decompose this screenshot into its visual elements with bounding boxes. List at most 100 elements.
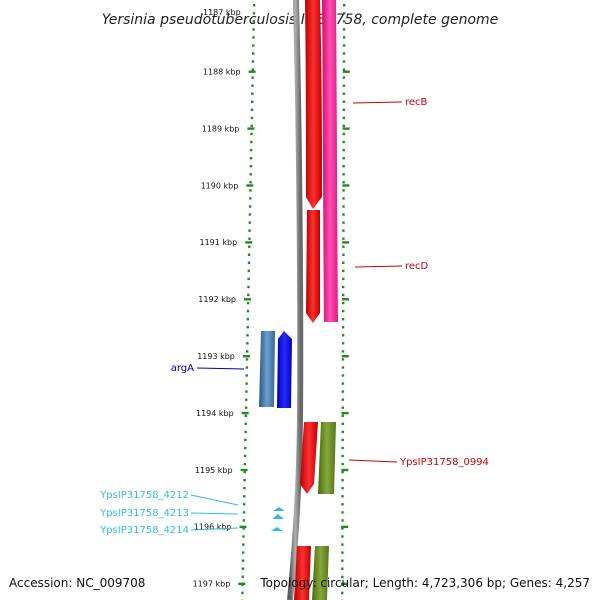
ruler-dot: [252, 28, 255, 31]
ruler-dot: [342, 269, 345, 273]
ruler-dot: [252, 36, 255, 39]
ruler-dot: [341, 575, 344, 578]
ruler-dot: [244, 414, 248, 417]
0994-leader-line: [348, 459, 398, 463]
ruler-dot: [245, 366, 249, 369]
ruler-dot: [247, 285, 250, 289]
ruler-tick-label: 1193 kbp: [197, 352, 235, 361]
ruler-dot: [248, 205, 252, 208]
gene-label-4213[interactable]: YpsIP31758_4213: [99, 508, 189, 519]
ruler-dot: [342, 148, 345, 152]
ruler-dot: [249, 189, 252, 192]
gene-label-recd[interactable]: recD: [405, 261, 429, 272]
ruler-dot: [248, 221, 251, 224]
ruler-dotted-tracks: [241, 4, 346, 600]
ruler-major-tick-left: [248, 70, 256, 73]
ruler-dot: [246, 326, 249, 329]
ruler-tick-label: 1197 kbp: [193, 580, 231, 589]
ruler-dot: [341, 438, 344, 442]
ruler-dot: [248, 213, 252, 216]
gene-label-0994[interactable]: YpsIP31758_0994: [399, 457, 489, 468]
ruler-major-tick-left: [241, 411, 249, 415]
ruler-dot: [243, 487, 246, 490]
ruler-dot: [250, 116, 254, 120]
ruler-dot: [251, 100, 254, 103]
ruler-dot: [342, 60, 346, 63]
gene-label-4214[interactable]: YpsIP31758_4214: [99, 525, 189, 536]
ruler-dot: [342, 157, 345, 160]
ruler-dot: [249, 165, 253, 168]
ruler-dot: [341, 487, 344, 490]
ruler-dot: [244, 438, 247, 442]
ruler-dot: [244, 430, 247, 434]
ruler-dot: [245, 374, 248, 377]
ruler-major-tick-right: [342, 70, 350, 73]
ruler-dot: [341, 551, 344, 554]
ruler-dot: [247, 277, 250, 281]
ruler-dot: [341, 479, 344, 482]
ruler-dot: [341, 591, 344, 595]
ruler-dot: [242, 535, 245, 538]
ruler-dot: [244, 446, 247, 450]
ruler-major-tick-right: [341, 411, 349, 415]
ruler-dot: [342, 229, 345, 232]
ruler-dot: [341, 454, 344, 458]
ruler-dot: [342, 293, 345, 297]
ruler-dot: [247, 301, 250, 305]
ruler-dot: [248, 237, 251, 240]
ruler-dot: [342, 277, 345, 281]
4212-leader-line: [190, 494, 239, 506]
cds-4213-cyan: [272, 514, 284, 519]
ruler-dot: [252, 52, 255, 55]
ruler-dot: [342, 92, 346, 95]
ruler-dot: [252, 44, 255, 47]
ruler-dot: [242, 519, 245, 522]
ruler-tick-label: 1190 kbp: [201, 181, 239, 190]
gene-label-4212[interactable]: YpsIP31758_4212: [99, 490, 189, 501]
ruler-dot: [242, 543, 245, 546]
cds-4214-cyan: [271, 527, 283, 531]
ruler-dot: [342, 189, 345, 192]
ruler-dot: [342, 84, 346, 87]
ruler-dot: [342, 245, 345, 248]
ruler-dot: [342, 173, 345, 176]
recd-leader-line: [354, 265, 403, 268]
ruler-dot: [243, 479, 246, 482]
gene-label-recb[interactable]: recB: [405, 97, 428, 108]
ruler-major-tick-right: [341, 468, 349, 472]
ruler-dot: [342, 44, 346, 47]
ruler-tick-label: 1195 kbp: [195, 466, 233, 475]
ruler-dot: [250, 140, 253, 144]
ruler-dot: [343, 12, 346, 15]
recb-leader-line: [352, 101, 403, 104]
ruler-dot: [341, 422, 344, 425]
ruler-dot: [341, 318, 345, 321]
ruler-major-tick-right: [342, 184, 350, 187]
ruler-dot: [249, 181, 252, 184]
ruler-dot: [243, 462, 247, 466]
cds-recd-red: [306, 210, 320, 323]
accession-text: Accession: NC_009708: [9, 576, 145, 590]
ruler-dot: [242, 503, 246, 506]
ruler-dot: [342, 52, 346, 55]
ruler-ticks: 1188 kbp 1189 kbp 1190 kbp 1191 kbp 1192 kbp…: [193, 68, 350, 589]
ruler-major-tick-right: [341, 582, 349, 585]
ruler-dot: [250, 108, 254, 111]
ruler-major-tick-right: [342, 241, 350, 244]
gene-labels: recB recD argA YpsIP31758_0994 YpsIP3175…: [99, 97, 489, 536]
ruler-tick-label: 1196 kbp: [194, 523, 232, 532]
ruler-major-tick-right: [341, 525, 349, 529]
ruler-major-tick-right: [342, 298, 349, 301]
ruler-dot: [342, 213, 345, 216]
ruler-dot: [342, 20, 346, 23]
ruler-dot: [342, 197, 345, 200]
ruler-dot: [342, 108, 345, 111]
ruler-dot: [342, 132, 345, 136]
ruler-tick-label: 1189 kbp: [202, 124, 240, 133]
gene-label-arga[interactable]: argA: [171, 363, 194, 374]
ruler-dot: [342, 301, 345, 305]
ruler-major-tick-right: [342, 127, 350, 130]
ruler-dot: [342, 309, 345, 313]
ruler-dot: [242, 527, 245, 530]
